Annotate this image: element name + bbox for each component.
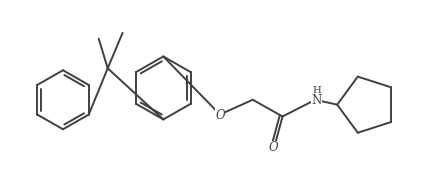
Text: H: H	[311, 86, 320, 95]
Text: O: O	[268, 141, 278, 155]
Text: N: N	[311, 94, 321, 107]
Text: O: O	[215, 109, 224, 122]
